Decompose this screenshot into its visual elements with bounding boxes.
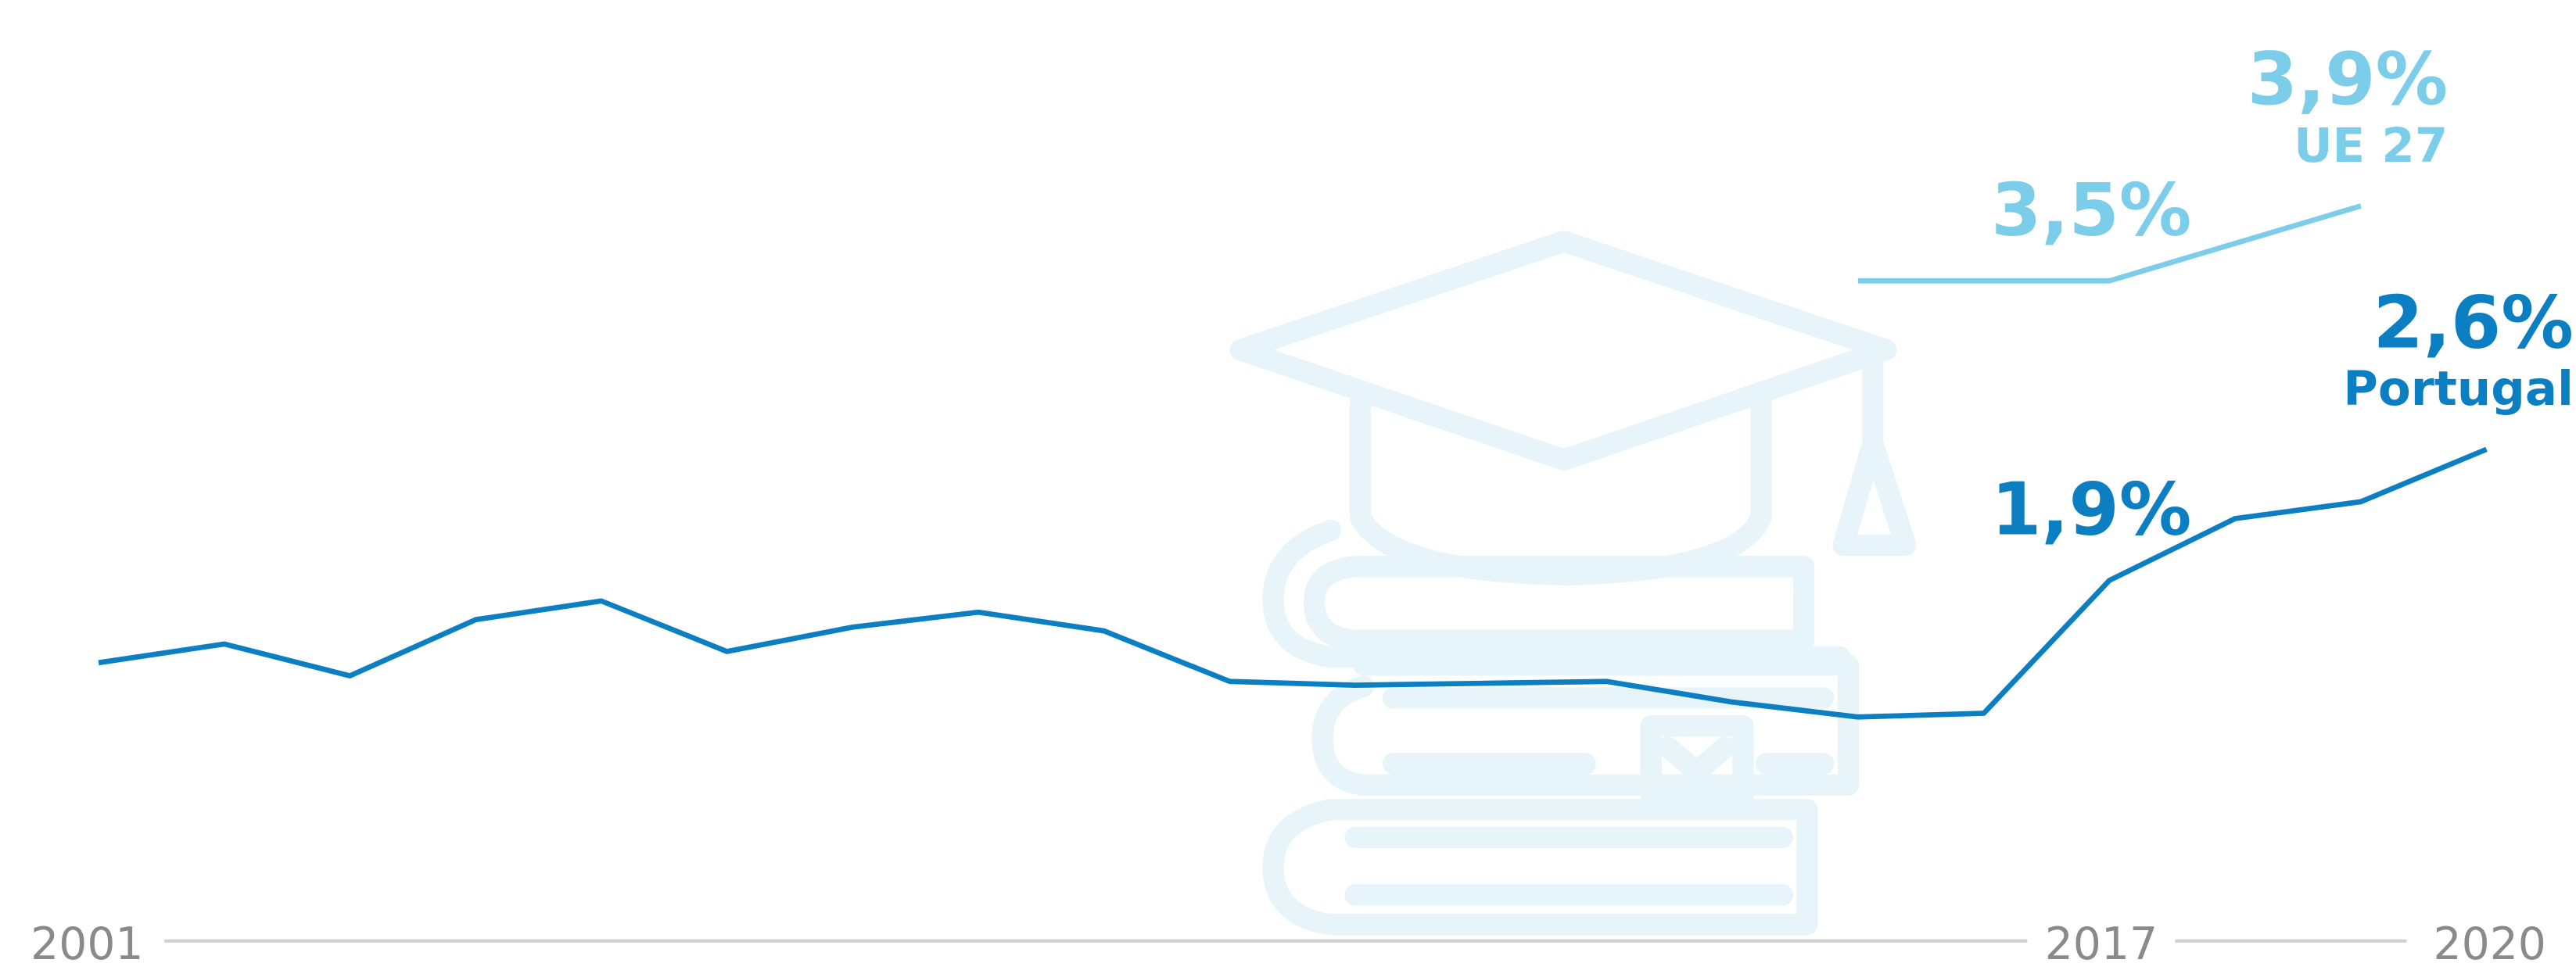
label-gap [2027,911,2176,961]
series-name: UE 27 [2294,118,2448,174]
data-label: 3,5% [1991,167,2191,252]
x-tick-label: 2020 [2434,918,2546,963]
label-gap [2416,911,2564,961]
data-line [98,446,2488,720]
series-name: Portugal [2343,361,2574,417]
label-gap [13,911,161,961]
data-label: 3,9% [2248,37,2448,121]
graduation-icon [1229,231,1917,936]
data-line [1857,203,2362,284]
x-tick-label: 2017 [2045,918,2158,963]
x-tick-label: 2001 [30,918,143,963]
data-label: 2,6% [2373,281,2574,365]
data-label: 1,9% [1991,467,2191,552]
